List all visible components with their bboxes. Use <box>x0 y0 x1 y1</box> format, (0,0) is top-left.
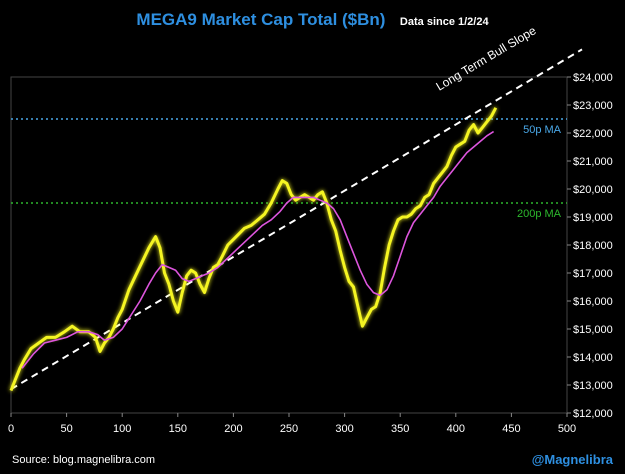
source-note: Source: blog.magnelibra.com <box>12 454 156 466</box>
x-tick-label: 300 <box>335 423 353 435</box>
y-tick-label: $19,000 <box>573 212 613 224</box>
x-tick-label: 200 <box>224 423 242 435</box>
chart-subtitle: Data since 1/2/24 <box>399 16 489 28</box>
y-tick-label: $24,000 <box>573 72 613 84</box>
chart-labels: 50p MA 200p MA Long Term Bull Slope <box>433 23 561 220</box>
x-tick-label: 450 <box>502 423 520 435</box>
x-tick-label: 250 <box>280 423 298 435</box>
price-series-line <box>9 107 498 392</box>
x-tick-label: 0 <box>8 423 14 435</box>
chart-title-block: MEGA9 Market Cap Total ($Bn) Data since … <box>0 10 625 30</box>
x-tick-label: 50 <box>60 423 72 435</box>
series-lines <box>9 107 498 392</box>
x-tick-label: 400 <box>447 423 465 435</box>
trend-line-label: Long Term Bull Slope <box>433 23 538 93</box>
x-tick-label: 350 <box>391 423 409 435</box>
axes: $12,000 $13,000 $14,000 $15,000 $16,000 $17,0… <box>8 72 613 435</box>
y-tick-label: $20,000 <box>573 184 613 196</box>
trend-line <box>10 48 583 391</box>
y-tick-label: $18,000 <box>573 240 613 252</box>
y-tick-label: $17,000 <box>573 268 613 280</box>
reference-line-label: 200p MA <box>517 208 562 220</box>
moving-average-line <box>21 130 495 369</box>
y-tick-label: $14,000 <box>573 352 613 364</box>
author-handle: @Magnelibra <box>531 452 613 467</box>
x-tick-label: 500 <box>558 423 576 435</box>
y-tick-label: $12,000 <box>573 408 613 420</box>
y-tick-label: $23,000 <box>573 100 613 112</box>
reference-lines <box>10 48 583 391</box>
reference-line-label: 50p MA <box>523 124 562 136</box>
x-tick-label: 150 <box>169 423 187 435</box>
y-tick-label: $13,000 <box>573 380 613 392</box>
y-tick-label: $21,000 <box>573 156 613 168</box>
x-tick-label: 100 <box>113 423 131 435</box>
y-tick-label: $15,000 <box>573 324 613 336</box>
y-tick-label: $22,000 <box>573 128 613 140</box>
chart-title: MEGA9 Market Cap Total ($Bn) <box>136 10 386 29</box>
y-tick-label: $16,000 <box>573 296 613 308</box>
